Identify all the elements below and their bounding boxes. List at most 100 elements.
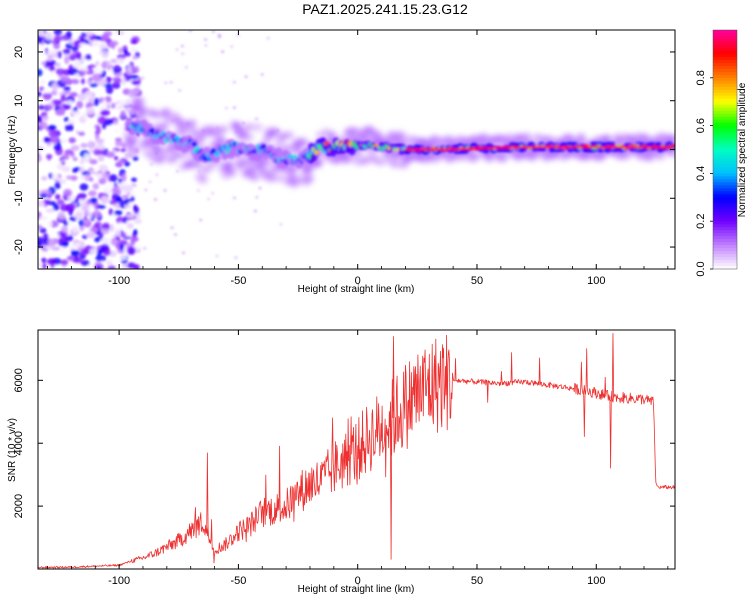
noise-blob xyxy=(130,39,138,45)
noise-blob xyxy=(92,183,100,190)
noise-blob xyxy=(126,222,134,229)
halo-blob xyxy=(135,97,146,106)
noise-blob xyxy=(43,88,52,94)
snr-series-line xyxy=(38,334,675,569)
colorbar-cell xyxy=(713,155,737,160)
noise-blob xyxy=(87,140,93,147)
noise-blob xyxy=(49,134,60,143)
noise-blob xyxy=(100,195,110,204)
noise-blob xyxy=(83,153,90,161)
halo-blob xyxy=(152,110,163,119)
colorbar-tick-label: 0.2 xyxy=(695,214,707,229)
noise-blob xyxy=(38,224,43,230)
snr-frame xyxy=(37,329,676,570)
colorbar-cell xyxy=(713,158,737,163)
noise-blob xyxy=(38,36,43,44)
x-tick-label: 50 xyxy=(471,275,483,287)
noise-blob xyxy=(85,54,92,61)
noise-blob xyxy=(244,75,248,78)
noise-blob xyxy=(181,251,185,255)
noise-blob xyxy=(41,176,48,181)
noise-blob xyxy=(180,44,184,48)
y-tick-label: 6000 xyxy=(13,368,25,392)
colorbar-cell xyxy=(713,32,737,37)
noise-blob xyxy=(56,177,64,182)
colorbar-cell xyxy=(713,68,737,73)
halo-blob xyxy=(243,123,254,132)
noise-blob xyxy=(230,45,234,48)
x-tick-label: -100 xyxy=(108,275,130,287)
halo-blob xyxy=(667,148,675,157)
noise-blob xyxy=(119,254,127,261)
colorbar-label: Normalized spectral amplitude xyxy=(737,82,748,217)
noise-blob xyxy=(95,254,103,262)
colorbar-cell xyxy=(713,188,737,192)
y-tick-label: 0 xyxy=(13,146,25,152)
noise-blob xyxy=(41,263,47,269)
noise-blob xyxy=(113,32,120,38)
noise-blob xyxy=(93,67,103,75)
noise-blob xyxy=(39,80,46,85)
noise-blob xyxy=(52,203,60,211)
colorbar-cell xyxy=(713,257,737,261)
noise-blob xyxy=(82,59,90,65)
noise-blob xyxy=(100,243,110,251)
noise-blob xyxy=(73,114,82,119)
noise-blob xyxy=(38,115,43,124)
noise-blob xyxy=(104,95,112,103)
x-tick-label: 100 xyxy=(587,275,605,287)
noise-blob xyxy=(164,81,168,85)
noise-blob xyxy=(211,30,215,33)
colorbar-cell xyxy=(713,122,737,127)
colorbar-cell xyxy=(713,107,737,112)
y-tick-label: 20 xyxy=(13,46,25,58)
noise-blob xyxy=(45,208,55,213)
halo-blob xyxy=(129,147,140,156)
noise-blob xyxy=(221,50,225,53)
noise-blob xyxy=(175,48,179,51)
noise-blob xyxy=(49,59,56,66)
noise-blob xyxy=(106,104,111,109)
noise-blob xyxy=(131,177,137,183)
noise-blob xyxy=(127,108,137,115)
noise-blob xyxy=(64,55,70,65)
colorbar-cell xyxy=(713,92,737,97)
noise-blob xyxy=(94,35,102,41)
noise-blob xyxy=(255,117,259,121)
noise-blob xyxy=(153,198,157,201)
x-tick-label: 100 xyxy=(587,575,605,587)
colorbar-cell xyxy=(713,266,737,270)
noise-blob xyxy=(55,194,61,200)
noise-blob xyxy=(105,76,112,83)
noise-blob xyxy=(88,190,97,197)
noise-blob xyxy=(114,64,121,71)
noise-blob xyxy=(79,183,89,191)
colorbar-tick-label: 0.0 xyxy=(695,261,707,276)
noise-blob xyxy=(38,91,42,97)
colorbar-cell xyxy=(713,215,737,219)
snr-x-axis-label: Height of straight line (km) xyxy=(298,584,415,595)
noise-blob xyxy=(92,73,102,82)
colorbar-cell xyxy=(713,254,737,258)
noise-blob xyxy=(86,231,96,239)
noise-blob xyxy=(149,163,153,166)
noise-blob xyxy=(155,173,159,176)
noise-blob xyxy=(64,149,74,155)
noise-blob xyxy=(58,35,69,41)
noise-blob xyxy=(82,112,87,121)
ridge-core xyxy=(307,150,313,156)
ridge-band xyxy=(488,145,532,150)
noise-blob xyxy=(117,159,124,165)
colorbar-cell xyxy=(713,41,737,46)
noise-blob xyxy=(102,99,107,108)
noise-blob xyxy=(55,67,66,76)
noise-blob xyxy=(102,222,111,229)
noise-blob xyxy=(144,188,148,192)
noise-blob xyxy=(97,153,105,162)
noise-blob xyxy=(38,236,44,245)
noise-blob xyxy=(119,243,125,251)
noise-blob xyxy=(63,86,71,91)
noise-blob xyxy=(62,250,70,256)
noise-blob xyxy=(63,104,72,110)
